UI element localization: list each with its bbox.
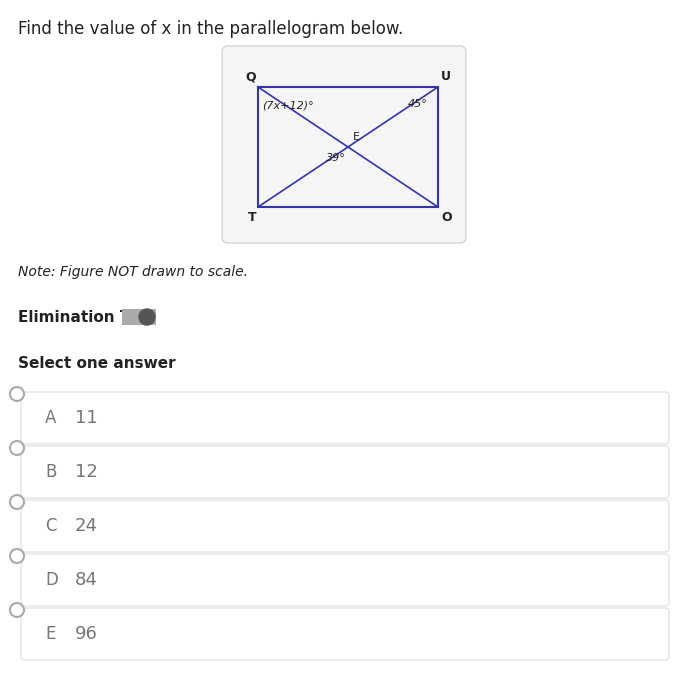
Text: B: B bbox=[45, 463, 56, 481]
FancyBboxPatch shape bbox=[21, 608, 669, 660]
Text: O: O bbox=[441, 211, 452, 224]
Circle shape bbox=[10, 549, 24, 563]
Circle shape bbox=[10, 495, 24, 509]
Circle shape bbox=[139, 309, 155, 325]
Text: E: E bbox=[353, 132, 360, 142]
Text: 12: 12 bbox=[75, 463, 98, 481]
FancyBboxPatch shape bbox=[21, 500, 669, 552]
Text: 96: 96 bbox=[75, 625, 98, 643]
Text: C: C bbox=[45, 517, 56, 535]
Text: 39°: 39° bbox=[326, 153, 346, 163]
Text: Note: Figure NOT drawn to scale.: Note: Figure NOT drawn to scale. bbox=[18, 265, 248, 279]
FancyBboxPatch shape bbox=[21, 554, 669, 606]
Text: 11: 11 bbox=[75, 409, 98, 427]
Text: 24: 24 bbox=[75, 517, 98, 535]
Text: Q: Q bbox=[245, 70, 256, 83]
Text: 45°: 45° bbox=[408, 99, 428, 109]
Text: Elimination Tool: Elimination Tool bbox=[18, 310, 154, 325]
FancyBboxPatch shape bbox=[21, 392, 669, 444]
Circle shape bbox=[10, 387, 24, 401]
Text: 84: 84 bbox=[75, 571, 98, 589]
Text: Select one answer: Select one answer bbox=[18, 356, 175, 371]
FancyBboxPatch shape bbox=[222, 46, 466, 243]
Text: (7x+12)°: (7x+12)° bbox=[262, 101, 313, 111]
FancyBboxPatch shape bbox=[21, 446, 669, 498]
Text: T: T bbox=[248, 211, 256, 224]
Text: D: D bbox=[45, 571, 58, 589]
Text: A: A bbox=[45, 409, 56, 427]
Circle shape bbox=[10, 603, 24, 617]
Circle shape bbox=[10, 441, 24, 455]
Text: E: E bbox=[45, 625, 55, 643]
Text: Find the value of x in the parallelogram below.: Find the value of x in the parallelogram… bbox=[18, 20, 403, 38]
FancyBboxPatch shape bbox=[122, 309, 156, 325]
Text: U: U bbox=[441, 70, 451, 83]
